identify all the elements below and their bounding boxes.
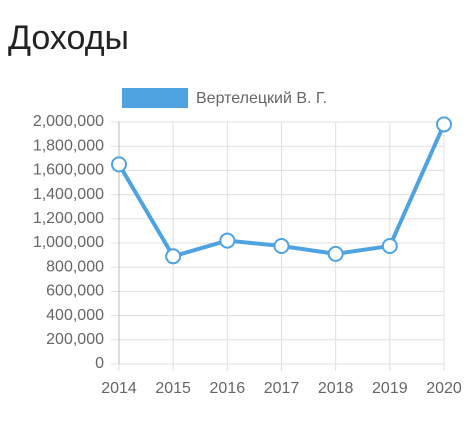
x-tick-label: 2016 [210,380,246,397]
data-point [327,245,344,262]
y-tick-label: 0 [95,355,104,372]
data-point [436,116,452,133]
x-tick-label: 2018 [318,380,354,397]
x-tick-label: 2020 [426,380,462,397]
y-tick-label: 400,000 [46,307,104,324]
data-point [381,238,398,255]
x-tick-label: 2015 [155,380,191,397]
y-tick-label: 1,200,000 [33,210,104,227]
data-point [111,156,127,173]
chart-title: Доходы [8,19,129,57]
data-point [219,232,236,249]
y-tick-label: 600,000 [46,283,104,300]
y-tick-label: 1,000,000 [33,234,104,251]
y-tick-label: 800,000 [46,258,104,275]
x-tick-label: 2017 [264,380,300,397]
data-point [273,238,290,255]
x-tick-label: 2019 [372,380,408,397]
legend-label: Вертелецкий В. Г. [196,90,327,107]
y-tick-label: 1,600,000 [33,162,104,179]
legend-swatch [122,88,188,108]
y-tick-label: 1,800,000 [33,137,104,154]
x-tick-label: 2014 [101,380,137,397]
y-tick-label: 2,000,000 [33,113,104,130]
y-tick-label: 1,400,000 [33,186,104,203]
y-tick-label: 200,000 [46,331,104,348]
data-point [165,248,182,265]
